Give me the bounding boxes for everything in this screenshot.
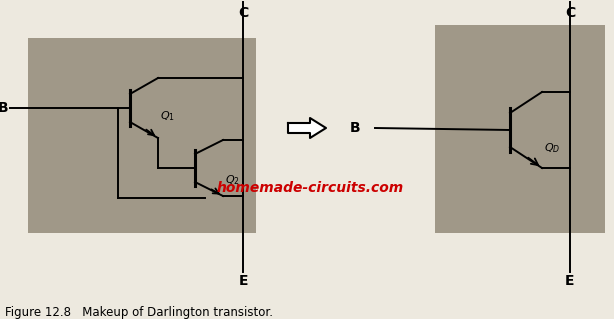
Text: $Q_D$: $Q_D$ xyxy=(544,141,561,155)
Text: C: C xyxy=(238,6,248,20)
Bar xyxy=(435,25,605,233)
Text: B: B xyxy=(350,121,360,135)
Text: B: B xyxy=(0,101,8,115)
Text: C: C xyxy=(565,6,575,20)
Text: Figure 12.8   Makeup of Darlington transistor.: Figure 12.8 Makeup of Darlington transis… xyxy=(5,306,273,319)
Text: homemade-circuits.com: homemade-circuits.com xyxy=(216,181,403,195)
Text: $Q_1$: $Q_1$ xyxy=(160,109,175,123)
Polygon shape xyxy=(288,118,326,138)
Text: $Q_2$: $Q_2$ xyxy=(225,173,240,187)
Bar xyxy=(28,38,256,233)
Text: E: E xyxy=(565,274,575,288)
Text: E: E xyxy=(238,274,248,288)
